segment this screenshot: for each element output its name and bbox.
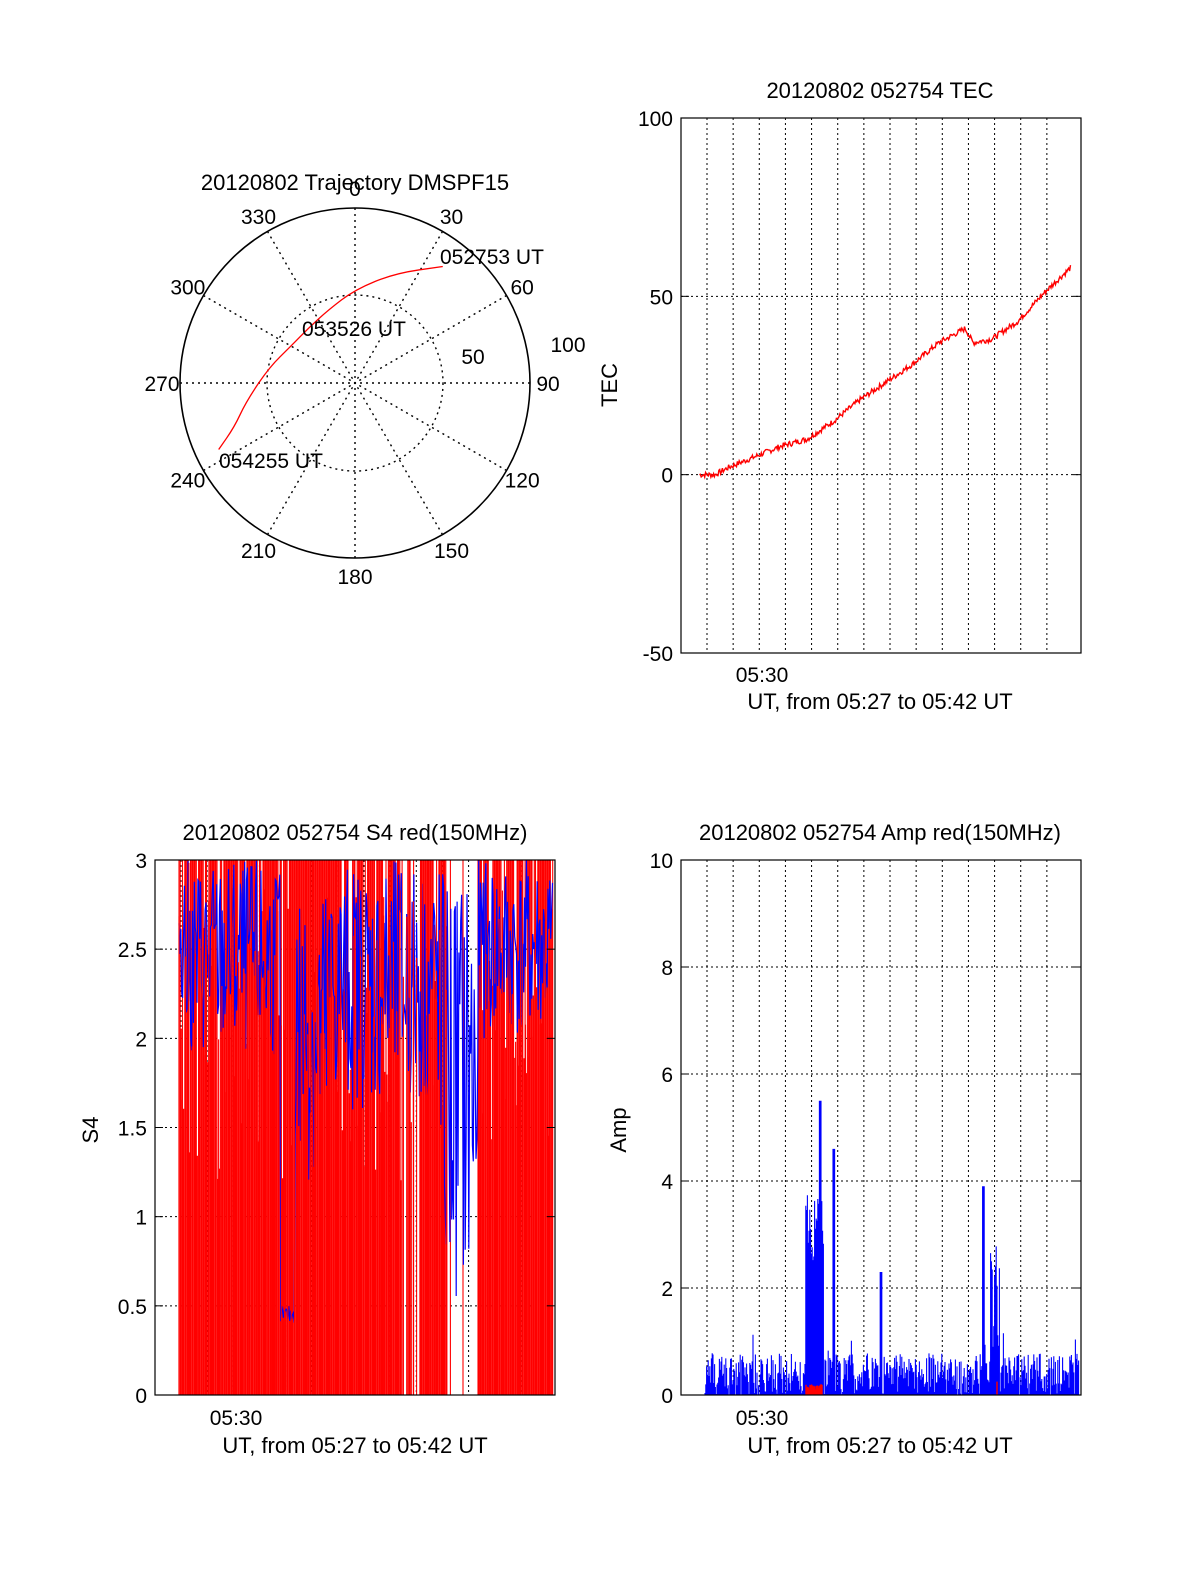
s4-y-label-1: 1 xyxy=(135,1207,147,1230)
amp-y-axis-label: Amp xyxy=(606,1107,631,1152)
s4-y-axis-label: S4 xyxy=(78,1117,103,1144)
amp-panel: 20120802 052754 Amp red(150MHz) 1086420 … xyxy=(606,820,1082,1458)
azimuth-label-270: 270 xyxy=(144,373,179,396)
tec-grid xyxy=(681,118,1081,653)
s4-series xyxy=(178,859,554,1395)
amp-title: 20120802 052754 Amp red(150MHz) xyxy=(699,820,1061,845)
tec-y-label-50: 50 xyxy=(650,286,673,309)
tec-y-axis-label: TEC xyxy=(597,363,622,407)
s4-red-series-overlay xyxy=(178,862,553,1395)
polar-inner-circle xyxy=(266,294,444,472)
s4-title: 20120802 052754 S4 red(150MHz) xyxy=(183,820,528,845)
polar-grid xyxy=(180,208,530,558)
azimuth-label-60: 60 xyxy=(510,277,533,300)
amp-blue-series xyxy=(704,1100,1080,1395)
amp-y-label-10: 10 xyxy=(650,850,673,873)
s4-y-label-3: 3 xyxy=(135,850,147,873)
azimuth-labels: 0 30 60 90 120 150 180 210 240 270 300 330 xyxy=(144,178,559,589)
s4-y-label-2.5: 2.5 xyxy=(118,939,147,962)
azimuth-label-210: 210 xyxy=(241,540,276,563)
s4-y-label-0: 0 xyxy=(135,1385,147,1408)
azimuth-label-120: 120 xyxy=(505,470,540,493)
s4-x-tick-0530: 05:30 xyxy=(210,1407,263,1430)
trajectory-end-time-label: 054255 UT xyxy=(219,450,323,473)
tec-line xyxy=(699,264,1072,480)
polar-spoke xyxy=(266,231,444,535)
azimuth-label-90: 90 xyxy=(536,373,559,396)
amp-y-tick-labels: 10 8 6 4 2 0 xyxy=(650,850,1081,1408)
radial-label-50: 50 xyxy=(461,346,484,369)
radial-label-100: 100 xyxy=(550,334,585,357)
amp-y-label-4: 4 xyxy=(661,1171,673,1194)
polar-trajectory-panel: 20120802 Trajectory DMSPF15 0 30 60 90 120 15… xyxy=(144,170,585,589)
azimuth-label-240: 240 xyxy=(170,470,205,493)
tec-y-label-0: 0 xyxy=(661,465,673,488)
azimuth-label-180: 180 xyxy=(337,566,372,589)
tec-x-axis-label: UT, from 05:27 to 05:42 UT xyxy=(747,689,1012,714)
tec-x-tick-0530: 05:30 xyxy=(736,664,789,687)
azimuth-label-30: 30 xyxy=(440,206,463,229)
polar-outer-circle xyxy=(179,207,531,559)
trajectory-mid-time-label: 053526 UT xyxy=(302,318,406,341)
azimuth-label-0: 0 xyxy=(349,178,361,201)
s4-y-tick-labels: 3 2.5 2 1.5 1 0.5 0 xyxy=(118,850,555,1408)
tec-panel: 20120802 052754 TEC 100 50 0 -50 05:30 UT, … xyxy=(597,78,1082,714)
s4-panel: 20120802 052754 S4 red(150MHz) 3 2.5 2 1.5 1… xyxy=(78,820,556,1458)
amp-y-label-0: 0 xyxy=(661,1385,673,1408)
tec-y-label-100: 100 xyxy=(638,108,673,131)
amp-x-axis-label: UT, from 05:27 to 05:42 UT xyxy=(747,1433,1012,1458)
azimuth-label-300: 300 xyxy=(170,277,205,300)
tec-series xyxy=(699,264,1072,480)
amp-y-label-6: 6 xyxy=(661,1064,673,1087)
s4-y-label-2: 2 xyxy=(135,1028,147,1051)
amp-series xyxy=(704,1100,1080,1395)
trajectory-start-time-label: 052753 UT xyxy=(440,246,544,269)
amp-red-series xyxy=(805,1381,998,1395)
amp-x-tick-0530: 05:30 xyxy=(736,1407,789,1430)
amp-y-label-2: 2 xyxy=(661,1278,673,1301)
tec-plot-frame xyxy=(680,117,1082,654)
trajectory-path xyxy=(218,265,443,450)
s4-y-label-0.5: 0.5 xyxy=(118,1296,147,1319)
s4-blue-series xyxy=(178,859,554,1323)
amp-y-label-8: 8 xyxy=(661,957,673,980)
tec-y-tick-labels: 100 50 0 -50 xyxy=(638,108,1081,666)
tec-y-label--50: -50 xyxy=(643,643,673,666)
polar-title: 20120802 Trajectory DMSPF15 xyxy=(201,170,509,195)
s4-y-label-1.5: 1.5 xyxy=(118,1118,147,1141)
trajectory-line xyxy=(218,265,443,450)
tec-title: 20120802 052754 TEC xyxy=(766,78,993,103)
s4-x-axis-label: UT, from 05:27 to 05:42 UT xyxy=(222,1433,487,1458)
azimuth-label-330: 330 xyxy=(241,206,276,229)
amp-plot-frame xyxy=(680,859,1082,1396)
azimuth-label-150: 150 xyxy=(434,540,469,563)
